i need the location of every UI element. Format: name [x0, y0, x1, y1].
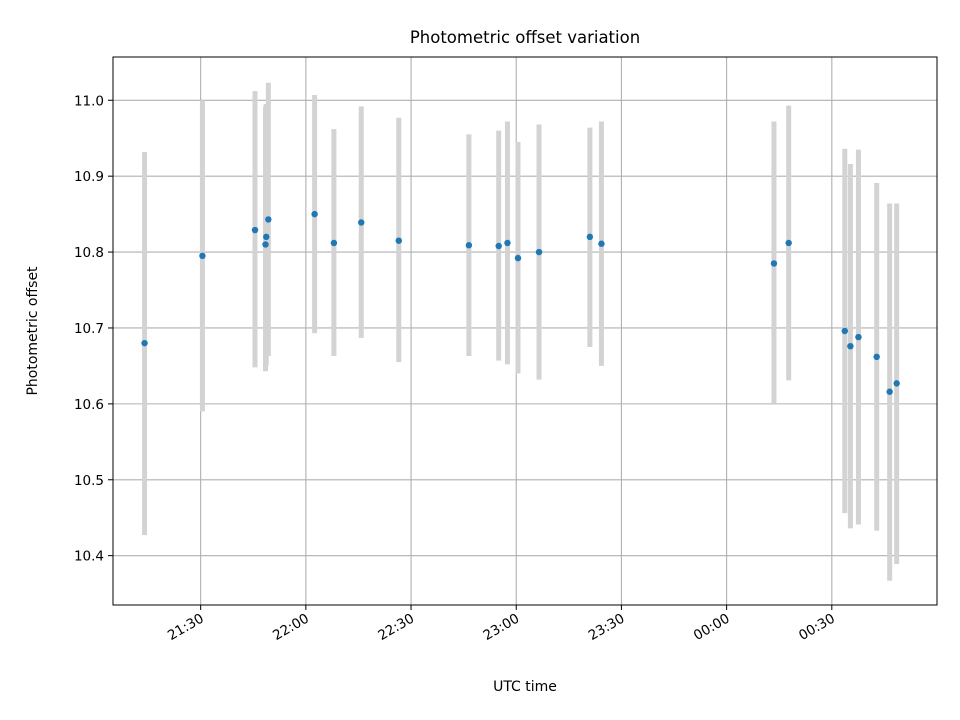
data-point — [785, 239, 792, 247]
data-point — [586, 233, 594, 241]
data-point — [873, 353, 880, 361]
data-point — [598, 240, 605, 247]
plot-frame — [112, 56, 938, 606]
data-point — [770, 260, 778, 267]
data-point — [395, 237, 402, 244]
y-axis-label: Photometric offset — [25, 266, 41, 396]
data-point — [358, 219, 365, 226]
data-point — [514, 254, 522, 262]
y-tick-label: 10.4 — [74, 549, 104, 565]
y-tick-label: 10.9 — [74, 169, 104, 185]
y-tick-label: 10.6 — [74, 397, 104, 413]
x-axis-label: UTC time — [493, 679, 557, 695]
data-point — [886, 388, 893, 395]
y-tick-label: 10.8 — [74, 245, 104, 261]
chart-title: Photometric offset variation — [410, 28, 640, 47]
data-point — [495, 242, 502, 250]
y-tick-label: 11.0 — [74, 93, 104, 109]
grid-layer — [113, 57, 937, 605]
data-point — [330, 239, 338, 247]
data-point — [262, 241, 269, 248]
y-tick-label: 10.5 — [74, 473, 104, 489]
data-point — [141, 339, 148, 347]
point-layer — [141, 210, 900, 395]
data-point — [855, 333, 862, 341]
data-point — [311, 210, 318, 218]
data-point — [263, 233, 270, 241]
data-point — [893, 380, 900, 387]
data-point — [841, 327, 848, 335]
data-point — [535, 248, 543, 256]
y-tick-label: 10.7 — [74, 321, 104, 337]
data-point — [199, 252, 206, 260]
data-point — [265, 216, 272, 223]
data-point — [504, 239, 511, 247]
data-point — [251, 226, 259, 234]
data-point — [465, 242, 473, 249]
data-point — [847, 342, 854, 350]
plot-background — [113, 57, 937, 605]
